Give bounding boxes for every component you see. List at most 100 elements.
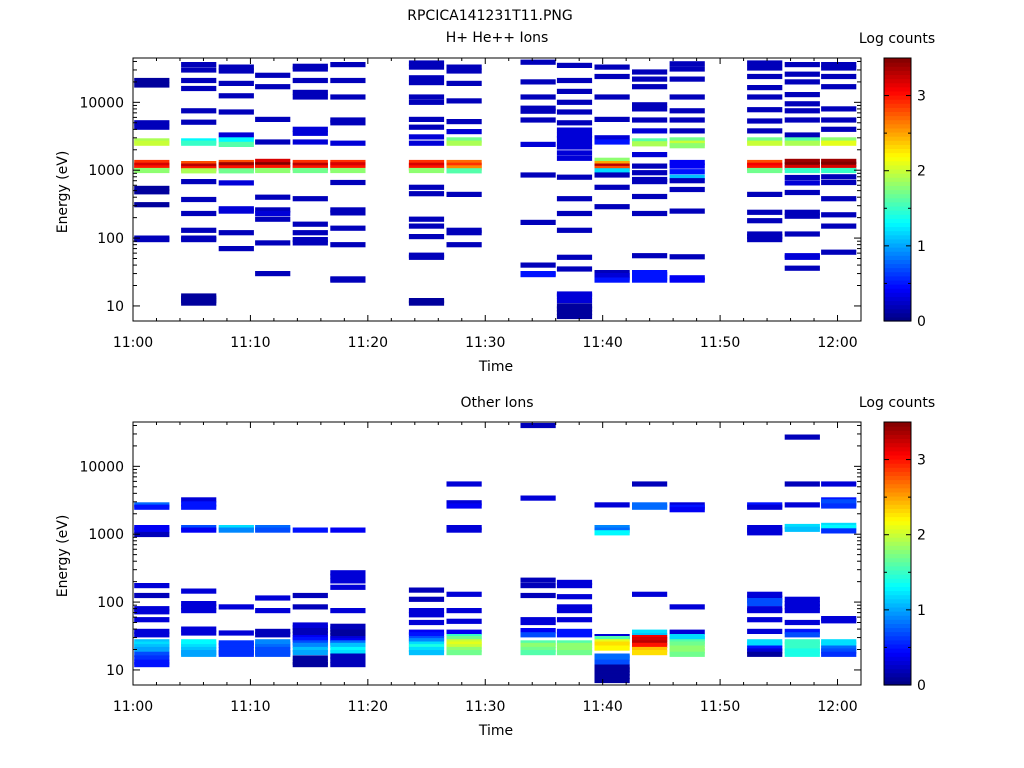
heatmap-cell: [594, 636, 630, 642]
heatmap-cell: [330, 646, 366, 653]
heatmap-cell: [632, 253, 668, 259]
heatmap-cell: [408, 587, 445, 593]
heatmap-cell: [784, 71, 820, 77]
heatmap-cell: [218, 132, 254, 138]
heatmap-cell: [292, 604, 328, 610]
heatmap-cell: [408, 75, 445, 81]
heatmap-cell: [747, 85, 783, 91]
heatmap-cell: [446, 137, 482, 143]
heatmap-cell: [821, 503, 857, 509]
colorbar-segment: [884, 598, 911, 604]
colorbar-segment: [884, 643, 911, 649]
heatmap-cell: [594, 204, 630, 210]
heatmap-cell: [292, 162, 328, 168]
colorbar-tick-label: 0: [917, 678, 926, 694]
heatmap-cell: [556, 77, 593, 84]
heatmap-cell: [520, 577, 556, 583]
heatmap-cell: [218, 604, 254, 610]
heatmap-cell: [330, 570, 366, 576]
colorbar-segment: [884, 483, 911, 489]
heatmap-cell: [134, 237, 170, 243]
colorbar-segment: [884, 553, 911, 559]
colorbar-segment: [884, 438, 911, 444]
heatmap-cell: [181, 646, 217, 653]
heatmap-cell: [408, 64, 445, 70]
heatmap-cell: [292, 159, 328, 166]
heatmap-cell: [520, 495, 556, 501]
x-tick-label: 11:30: [465, 335, 505, 351]
panel-other-ions: Other Ions 11:00 11:10 11:20 11:30 11:40 11:5…: [55, 395, 935, 739]
heatmap-cell: [520, 632, 556, 638]
heatmap-cell: [784, 62, 820, 68]
heatmap-cell: [747, 237, 783, 243]
colorbar-segment: [884, 86, 911, 92]
colorbar-segment: [884, 487, 911, 493]
colorbar-segment: [884, 652, 911, 657]
heatmap-cell: [556, 583, 593, 589]
heatmap-cell: [632, 69, 668, 75]
heatmap-cell: [821, 651, 857, 657]
colorbar-segment: [884, 222, 911, 228]
heatmap-cell: [520, 117, 556, 123]
heatmap-cell: [255, 210, 291, 217]
heatmap-cell: [669, 66, 705, 72]
heatmap-cell: [181, 196, 217, 203]
heatmap-cell: [292, 655, 328, 661]
heatmap-cell: [747, 641, 783, 647]
colorbar-segment: [884, 512, 911, 518]
heatmap-cell: [784, 601, 820, 607]
heatmap-cell: [784, 651, 820, 657]
heatmap-cell: [784, 162, 820, 168]
x-tick-label: 11:20: [348, 335, 388, 351]
heatmap-cell: [594, 64, 630, 70]
heatmap-cell: [784, 132, 820, 138]
colorbar-segment: [884, 140, 911, 145]
heatmap-cell: [784, 137, 820, 143]
heatmap-cell: [520, 219, 556, 225]
panel-h-he-ions: H+ He++ Ions 11:00 11:10 11:20 11:30 11:40 11…: [55, 30, 935, 375]
heatmap-cell: [556, 642, 593, 648]
heatmap-cell: [747, 167, 783, 174]
heatmap-cell: [556, 144, 593, 150]
colorbar-segment: [884, 504, 911, 509]
heatmap-cell: [556, 99, 593, 105]
colorbar-segment: [884, 103, 911, 108]
x-axis-label: Time: [478, 359, 513, 375]
heatmap-cell: [747, 159, 783, 166]
heatmap-cell: [446, 98, 482, 104]
heatmap-cell: [218, 80, 254, 86]
colorbar-label: Log counts: [859, 395, 935, 411]
colorbar-segment: [884, 680, 911, 686]
heatmap-cell: [556, 309, 593, 316]
heatmap-cell: [556, 298, 593, 304]
heatmap-cell: [181, 62, 217, 68]
heatmap-cell: [669, 641, 705, 647]
colorbar-segment: [884, 639, 911, 645]
colorbar-segment: [884, 606, 911, 612]
colorbar-segment: [884, 99, 911, 104]
heatmap-cell: [181, 601, 217, 607]
heatmap-cell: [408, 94, 445, 100]
colorbar-segment: [884, 619, 911, 624]
x-tick-label: 11:50: [700, 699, 740, 715]
heatmap-cell: [446, 242, 482, 248]
heatmap-cell: [292, 167, 328, 174]
heatmap-cell: [520, 628, 556, 634]
y-tick-label: 1000: [88, 527, 124, 543]
colorbar-segment: [884, 304, 911, 310]
heatmap-cell: [632, 591, 668, 597]
colorbar-segment: [884, 292, 911, 297]
heatmap-cell: [292, 237, 328, 243]
heatmap-cell: [408, 140, 445, 146]
x-tick-label: 11:10: [230, 699, 270, 715]
colorbar-segment: [884, 160, 911, 166]
heatmap-cell: [181, 588, 217, 594]
heatmap-cell: [821, 528, 857, 534]
heatmap-cell: [556, 140, 593, 146]
heatmap-cell: [632, 210, 668, 217]
heatmap-cell: [292, 592, 328, 599]
heatmap-cell: [255, 194, 291, 200]
heatmap-cell: [330, 162, 366, 168]
colorbar-segment: [884, 590, 911, 596]
